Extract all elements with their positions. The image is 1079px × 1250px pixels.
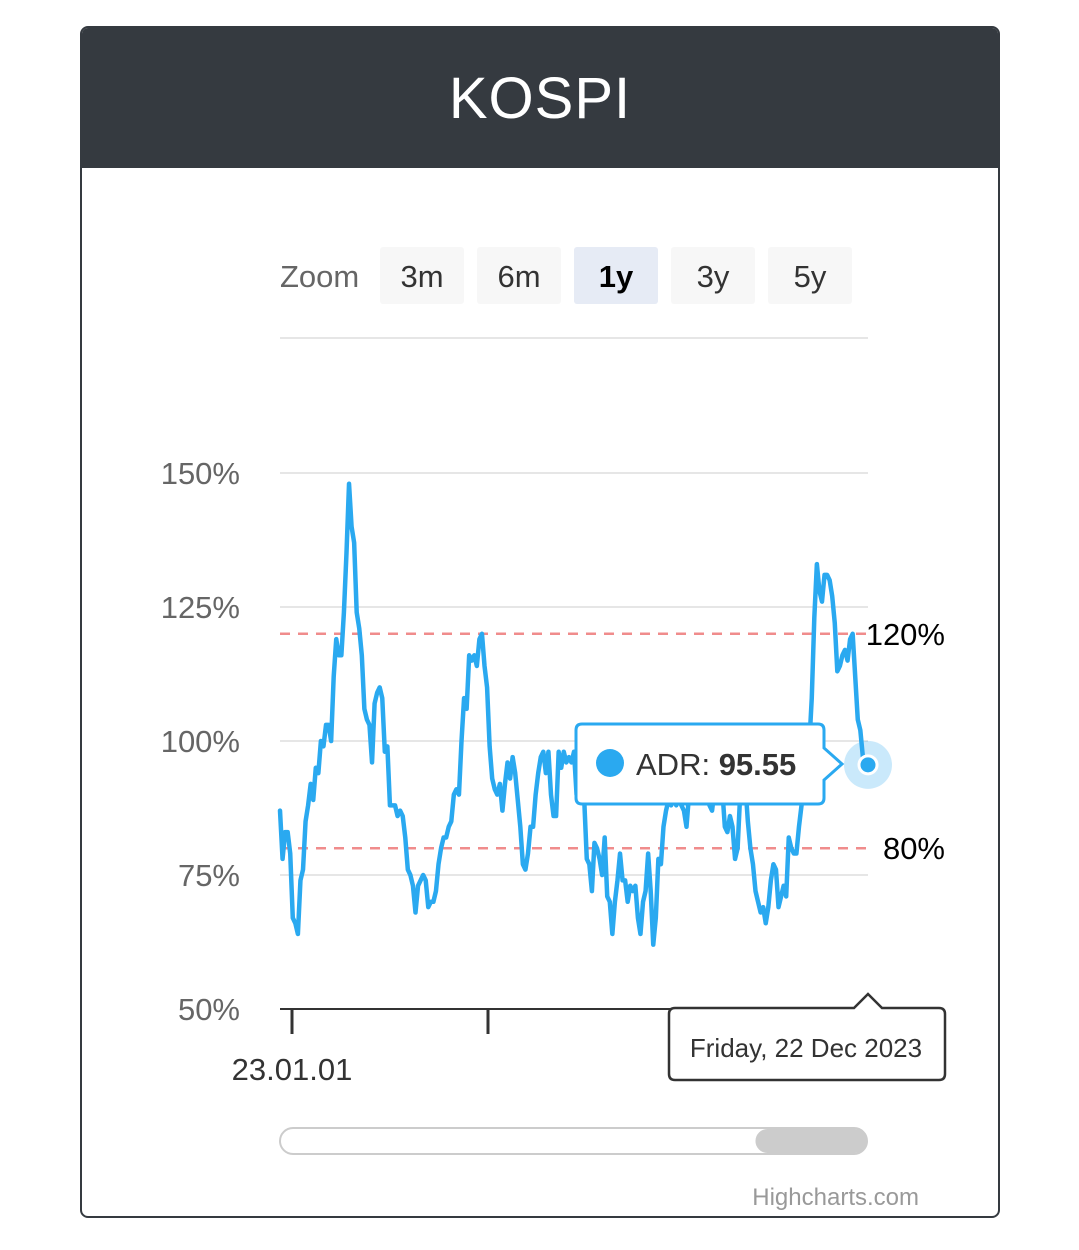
y-gridlines [280,472,868,876]
highcharts-credit-link[interactable]: Highcharts.com [752,1184,919,1211]
y-tick-label: 100% [161,724,240,759]
zoom-button-bg[interactable] [671,247,755,304]
zoom-button-5y[interactable]: 5y [768,247,852,304]
threshold-label: 80% [883,831,945,866]
x-tick-label: 23.01.01 [232,1052,353,1087]
y-axis-labels: 50% 75% 100% 125% 150% [161,456,240,1027]
zoom-button-label[interactable]: 3y [697,259,730,294]
zoom-button-bg[interactable] [477,247,561,304]
date-tooltip: Friday, 22 Dec 2023 [667,992,947,1082]
zoom-button-bg[interactable] [768,247,852,304]
hover-marker [844,740,892,789]
date-tooltip-box [667,992,947,1082]
tooltip-box [574,722,845,806]
threshold-lines: 120% 80% [280,617,945,866]
zoom-button-label[interactable]: 1y [599,259,634,294]
card-header: KOSPI [82,28,998,168]
range-selector: Zoom 3m 6m 1y 3y 5y [280,247,852,304]
zoom-button-1y[interactable]: 1y [574,247,658,304]
zoom-button-bg[interactable] [380,247,464,304]
zoom-button-label[interactable]: 6m [497,259,540,294]
zoom-button-6m[interactable]: 6m [477,247,561,304]
date-tooltip-text: Friday, 22 Dec 2023 [690,1033,922,1063]
zoom-button-3m[interactable]: 3m [380,247,464,304]
y-tick-label: 50% [178,992,240,1027]
y-tick-label: 150% [161,456,240,491]
value-tooltip: ADR: 95.55 [574,722,845,806]
scrollbar-thumb[interactable] [755,1129,867,1153]
adr-series-line [277,481,871,947]
chart-card: KOSPI [80,26,1000,1218]
svg-text:ADR: 95.55: ADR: 95.55 [636,747,796,782]
series-adr [277,481,871,947]
card-title: KOSPI [448,65,632,131]
threshold-label: 120% [866,617,945,652]
zoom-button-3y[interactable]: 3y [671,247,755,304]
series-dot-icon [596,749,624,777]
zoom-button-label[interactable]: 5y [794,259,827,294]
tooltip-value: 95.55 [719,747,797,782]
zoom-button-bg[interactable] [574,247,658,304]
navigator-scrollbar[interactable] [279,1127,868,1155]
zoom-button-label[interactable]: 3m [400,259,443,294]
y-tick-label: 125% [161,590,240,625]
y-tick-label: 75% [178,858,240,893]
zoom-label: Zoom [280,259,359,294]
tooltip-series-label: ADR [636,747,701,782]
hover-point [857,754,879,776]
